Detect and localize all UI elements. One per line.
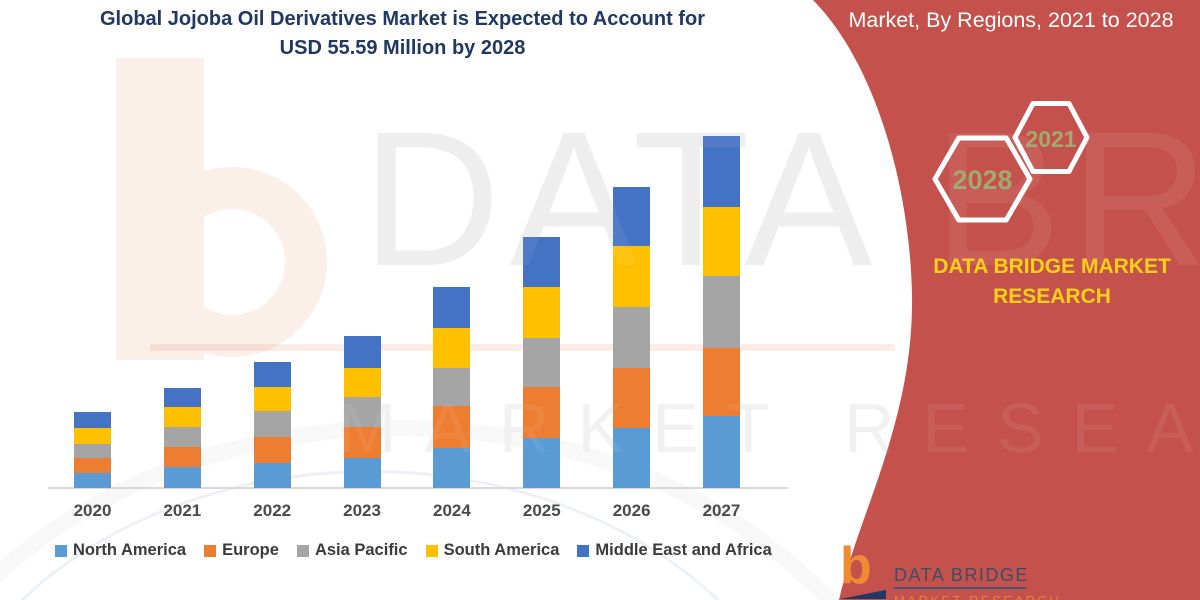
legend-chip-north-america xyxy=(55,544,67,557)
bar-segment-2021-north-america xyxy=(163,467,201,488)
legend-chip-europe xyxy=(204,544,217,557)
bar-segment-2024-middle-east-and-africa xyxy=(433,287,471,328)
bar-segment-2023-asia-pacific xyxy=(343,397,381,427)
legend-item-south-america: South America xyxy=(425,541,560,560)
bar-segment-2023-middle-east-and-africa xyxy=(343,336,381,368)
bar-segment-2026-asia-pacific xyxy=(613,307,651,368)
bar-segment-2023-south-america xyxy=(343,368,381,397)
bar-segment-2025-middle-east-and-africa xyxy=(523,237,561,287)
bar-segment-2024-north-america xyxy=(433,448,471,488)
red-banner-path xyxy=(813,0,1200,600)
legend-item-north-america: North America xyxy=(55,541,186,560)
bar-segment-2025-south-america xyxy=(523,287,561,338)
bar-segment-2024-europe xyxy=(433,406,471,448)
bar-segment-2026-europe xyxy=(613,368,651,428)
x-axis-label-2023: 2023 xyxy=(343,501,381,520)
bar-segment-2025-europe xyxy=(523,387,561,438)
bar-segment-2023-north-america xyxy=(343,458,381,488)
legend-item-asia-pacific: Asia Pacific xyxy=(296,541,408,560)
brand-text-line-1: DATA BRIDGE MARKET xyxy=(933,255,1171,278)
legend-label: Asia Pacific xyxy=(314,541,408,559)
x-axis-line xyxy=(48,487,788,489)
bar-segment-2022-north-america xyxy=(253,463,291,488)
legend-chip-asia-pacific xyxy=(296,544,309,557)
legend-item-europe: Europe xyxy=(204,541,279,560)
bar-segment-2027-south-america xyxy=(702,207,740,276)
chart-title-line-2: USD 55.59 Million by 2028 xyxy=(279,37,526,59)
x-axis-label-2021: 2021 xyxy=(163,501,202,520)
logo-subtext: MARKET RESEARCH xyxy=(894,593,1061,600)
bar-segment-2026-north-america xyxy=(613,428,651,488)
logo-swoosh xyxy=(840,590,886,599)
logo-name: DATA BRIDGE xyxy=(894,565,1029,585)
bar-segment-2025-asia-pacific xyxy=(523,338,561,387)
legend-chip-south-america xyxy=(425,544,438,557)
x-axis-label-2020: 2020 xyxy=(73,501,112,520)
legend-item-middle-east-and-africa: Middle East and Africa xyxy=(577,541,772,560)
hexagon-2021-label: 2021 xyxy=(1025,126,1077,152)
legend-label: North America xyxy=(73,541,187,559)
bar-segment-2021-south-america xyxy=(163,407,201,427)
hexagon-2028-label: 2028 xyxy=(952,165,1013,195)
x-axis-label-2027: 2027 xyxy=(702,501,741,520)
bar-segment-2025-north-america xyxy=(523,438,561,488)
x-axis-label-2022: 2022 xyxy=(253,501,292,520)
bar-segment-2020-north-america xyxy=(74,473,111,488)
chart-legend: North America Europe Asia Pacific South Ame… xyxy=(55,541,772,560)
bar-segment-2026-middle-east-and-africa xyxy=(613,187,651,246)
chart-title-line-1: Global Jojoba Oil Derivatives Market is … xyxy=(100,8,705,30)
bar-segment-2020-asia-pacific xyxy=(74,444,111,458)
legend-chip-middle-east-and-africa xyxy=(577,544,590,557)
x-axis-label-2024: 2024 xyxy=(433,501,471,520)
hexagon-2021-outline xyxy=(1012,101,1090,174)
legend-label: Europe xyxy=(222,541,279,559)
bar-segment-2021-middle-east-and-africa xyxy=(163,388,201,407)
corner-logo: b DATA BRIDGE MARKET RESEARCH xyxy=(840,540,1059,600)
bar-segment-2024-asia-pacific xyxy=(433,368,471,406)
bar-segment-2026-south-america xyxy=(613,246,651,307)
bar-segment-2027-north-america xyxy=(702,416,740,488)
bar-segment-2021-europe xyxy=(163,447,201,467)
bar-segment-2027-asia-pacific xyxy=(702,276,740,348)
legend-label: South America xyxy=(443,541,560,559)
bar-segment-2024-south-america xyxy=(433,328,471,368)
x-axis-label-2025: 2025 xyxy=(522,501,561,520)
legend-label: Middle East and Africa xyxy=(595,541,772,559)
faded-pink-strip xyxy=(150,344,895,351)
logo-b-glyph: b xyxy=(840,537,872,595)
chart-title: Global Jojoba Oil Derivatives Market is … xyxy=(45,5,760,63)
bar-segment-2022-south-america xyxy=(253,387,291,411)
brand-text-line-2: RESEARCH xyxy=(993,285,1111,308)
bar-segment-2022-europe xyxy=(253,437,291,463)
bar-segment-2022-asia-pacific xyxy=(253,411,291,437)
banner-heading: Market, By Regions, 2021 to 2028 xyxy=(848,8,1174,32)
hexagons-graphic xyxy=(932,101,1090,223)
brand-text: DATA BRIDGE MARKET RESEARCH xyxy=(932,252,1172,312)
hexagon-2028-outline xyxy=(932,135,1033,223)
logo-rule xyxy=(894,587,1026,589)
bar-segment-2027-europe xyxy=(702,348,740,416)
bar-segment-2023-europe xyxy=(343,427,381,458)
bar-segment-2020-europe xyxy=(74,458,111,473)
x-axis-label-2026: 2026 xyxy=(612,501,651,520)
bar-segment-2027-middle-east-and-africa xyxy=(702,136,740,207)
bar-segment-2020-middle-east-and-africa xyxy=(74,412,111,428)
bar-segment-2022-middle-east-and-africa xyxy=(253,362,291,387)
bar-segment-2021-asia-pacific xyxy=(163,427,201,447)
bar-segment-2020-south-america xyxy=(74,428,111,444)
